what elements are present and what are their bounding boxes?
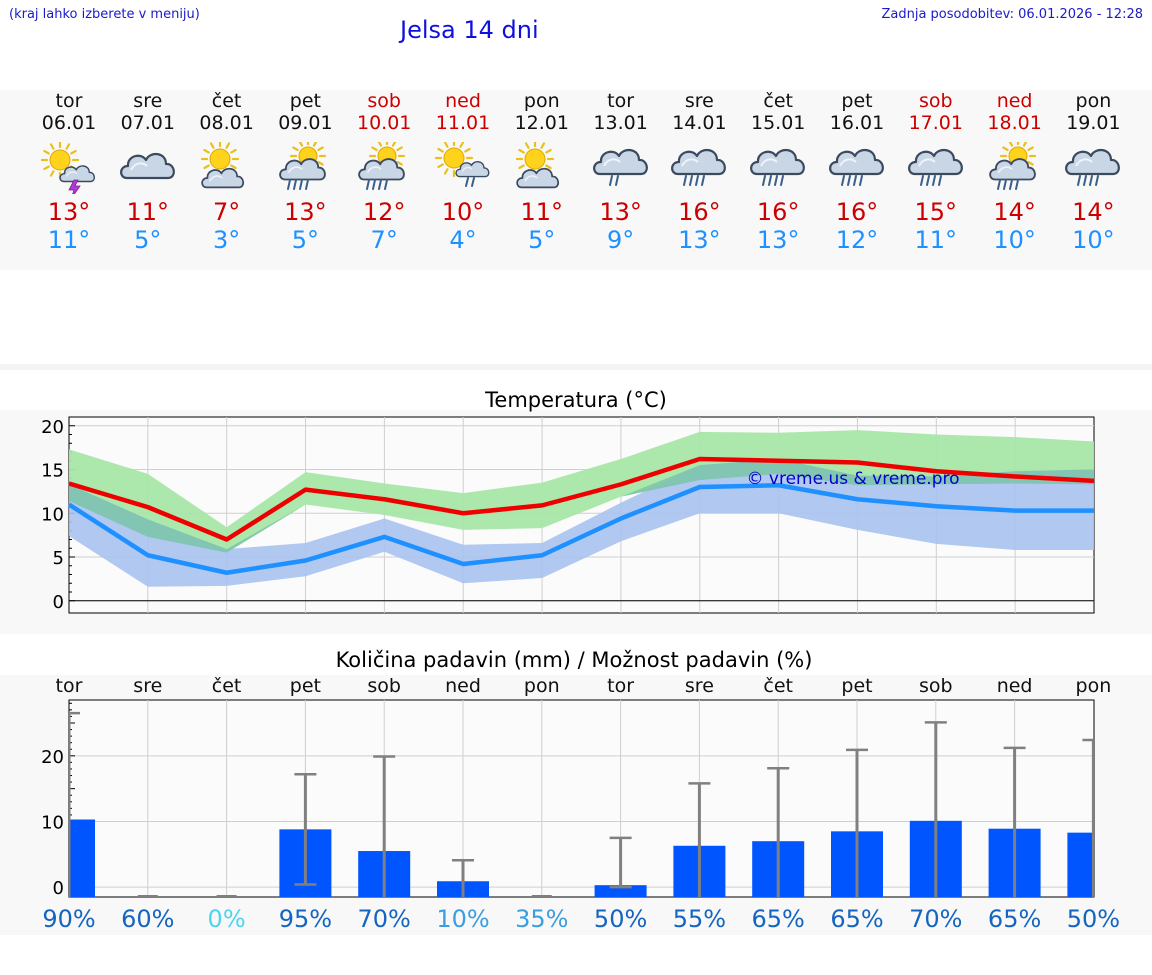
max-temperature: 14° — [1072, 198, 1115, 226]
section-separator — [0, 364, 1152, 370]
min-temperature: 13° — [756, 226, 800, 254]
temperature-chart-title: Temperatura (°C) — [485, 388, 667, 412]
day-name: pon — [523, 90, 560, 112]
day-name: tor — [607, 90, 635, 112]
precipitation-chart-title: Količina padavin (mm) / Možnost padavin … — [335, 648, 813, 672]
day-name: sob — [919, 90, 953, 112]
day-name: tor — [55, 90, 83, 112]
day-column: sob 17.01 15° 11° — [896, 90, 976, 254]
max-temperature: 10° — [441, 198, 485, 226]
min-temperature: 4° — [449, 226, 477, 254]
day-column: sre 07.01 11° 5° — [108, 90, 188, 254]
min-temperature: 5° — [134, 226, 162, 254]
day-name: sob — [367, 90, 401, 112]
day-column: ned 18.01 14° 10° — [975, 90, 1055, 254]
day-date: 18.01 — [987, 112, 1042, 134]
sun-cloud-light-rain-icon — [434, 142, 490, 187]
day-date: 13.01 — [593, 112, 648, 134]
cloud-light-rain-icon — [592, 149, 648, 186]
max-temperature: 16° — [756, 198, 800, 226]
cloud-rain-icon — [907, 149, 963, 186]
sun-cloud-icon — [515, 142, 559, 189]
sun-cloud-icon — [200, 142, 244, 189]
min-temperature: 7° — [370, 226, 398, 254]
sun-cloud-rain-icon — [988, 142, 1036, 190]
day-column: pon 12.01 11° 5° — [502, 90, 582, 254]
location-hint: (kraj lahko izberete v meniju) — [9, 7, 200, 22]
min-temperature: 10° — [993, 226, 1036, 254]
temperature-band — [0, 410, 1152, 634]
day-name: ned — [996, 90, 1033, 112]
day-name: pon — [1075, 90, 1112, 112]
cloudy-icon — [119, 153, 175, 180]
max-temperature: 7° — [212, 198, 241, 226]
max-temperature: 11° — [126, 198, 170, 226]
day-name: čet — [211, 90, 242, 112]
day-column: pet 16.01 16° 12° — [817, 90, 897, 254]
max-temperature: 13° — [47, 198, 91, 226]
max-temperature: 16° — [835, 198, 879, 226]
last-updated: Zadnja posodobitev: 06.01.2026 - 12:28 — [881, 7, 1143, 22]
day-name: pet — [841, 90, 873, 112]
day-date: 14.01 — [672, 112, 727, 134]
day-date: 10.01 — [356, 112, 412, 134]
cloud-rain-icon — [1065, 149, 1121, 186]
min-temperature: 10° — [1072, 226, 1115, 254]
day-column: pon 19.01 14° 10° — [1053, 90, 1133, 254]
max-temperature: 11° — [520, 198, 564, 226]
min-temperature: 12° — [835, 226, 879, 254]
day-date: 17.01 — [908, 112, 963, 134]
cloud-rain-icon — [829, 149, 884, 186]
sun-cloud-rain-icon — [279, 142, 327, 190]
day-date: 08.01 — [199, 112, 254, 134]
day-name: sre — [133, 90, 163, 112]
day-column: tor 13.01 13° 9° — [581, 90, 661, 254]
day-column: ned 11.01 10° 4° — [423, 90, 503, 254]
day-name: pet — [289, 90, 321, 112]
day-date: 12.01 — [514, 112, 569, 134]
day-column: čet 08.01 7° 3° — [187, 90, 267, 254]
min-temperature: 11° — [914, 226, 958, 254]
day-date: 07.01 — [120, 112, 175, 134]
max-temperature: 12° — [362, 198, 406, 226]
day-column: tor 06.01 13° 11° — [29, 90, 109, 254]
cloud-rain-icon — [750, 149, 806, 186]
day-date: 19.01 — [1066, 112, 1121, 134]
page-title: Jelsa 14 dni — [400, 16, 539, 44]
min-temperature: 11° — [47, 226, 91, 254]
day-date: 16.01 — [829, 112, 885, 134]
max-temperature: 14° — [993, 198, 1036, 226]
day-date: 09.01 — [278, 112, 333, 134]
min-temperature: 9° — [606, 226, 635, 254]
day-name: sre — [684, 90, 714, 112]
day-date: 11.01 — [435, 112, 491, 134]
min-temperature: 3° — [212, 226, 241, 254]
day-column: čet 15.01 16° 13° — [738, 90, 818, 254]
daily-forecast-band — [0, 90, 1152, 270]
day-column: sre 14.01 16° 13° — [659, 90, 739, 254]
day-date: 06.01 — [41, 112, 97, 134]
day-date: 15.01 — [750, 112, 806, 134]
max-temperature: 15° — [914, 198, 958, 226]
max-temperature: 13° — [284, 198, 327, 226]
precipitation-band — [0, 675, 1152, 935]
min-temperature: 13° — [678, 226, 721, 254]
sun-cloud-thunder-icon — [40, 142, 96, 194]
day-name: ned — [445, 90, 481, 112]
day-column: sob 10.01 12° 7° — [344, 90, 424, 254]
max-temperature: 16° — [678, 198, 721, 226]
day-column: pet 09.01 13° 5° — [265, 90, 345, 254]
day-name: čet — [763, 90, 793, 112]
min-temperature: 5° — [291, 226, 320, 254]
cloud-rain-icon — [671, 149, 727, 186]
min-temperature: 5° — [528, 226, 556, 254]
sun-cloud-rain-icon — [358, 142, 406, 190]
max-temperature: 13° — [599, 198, 642, 226]
